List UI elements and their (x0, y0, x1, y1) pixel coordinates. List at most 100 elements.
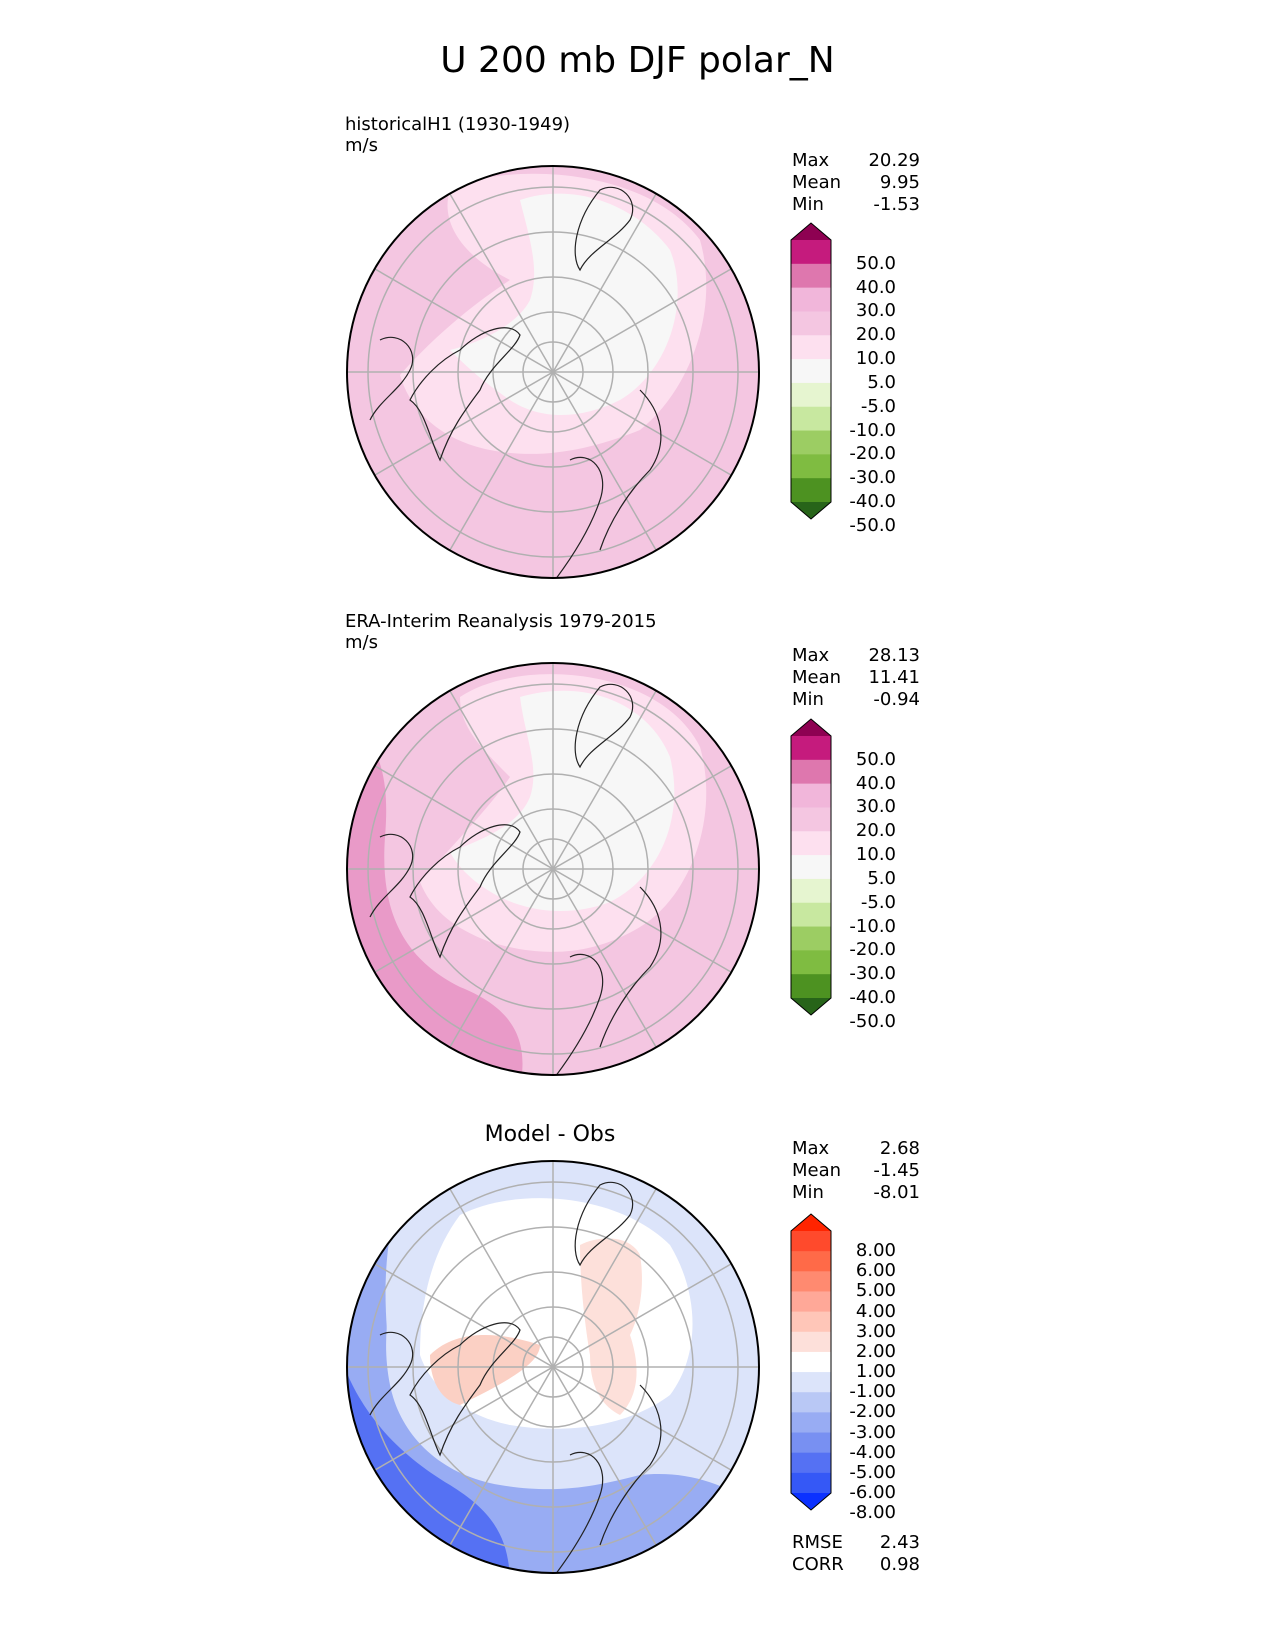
colorbar-box (791, 1351, 831, 1373)
colorbar-box (791, 759, 831, 785)
map-boundary (346, 1160, 760, 1574)
colorbar-box (791, 807, 831, 832)
colorbar-tick-label: 6.00 (855, 1260, 896, 1282)
colorbar-box (791, 1392, 831, 1413)
stat-label: Mean (792, 667, 842, 688)
panel-2-label: ERA-Interim Reanalysis 1979-2015 m/s (345, 611, 657, 653)
colorbar-box (791, 1331, 831, 1353)
colorbar-tick-label: 50.0 (855, 748, 896, 770)
colorbar-tick-label: -1.00 (849, 1381, 896, 1403)
colorbar-tick-label: 30.0 (855, 796, 896, 818)
colorbar-tick-label: -5.0 (860, 891, 896, 913)
colorbar-box (791, 974, 831, 999)
colorbar-tick-label: -10.0 (849, 915, 896, 937)
stat-label: Min (792, 194, 824, 215)
colorbar-box (791, 1472, 831, 1494)
graticule (347, 166, 759, 578)
panel-2-units: m/s (345, 632, 378, 653)
panel-2-title: ERA-Interim Reanalysis 1979-2015 (345, 611, 657, 632)
graticule (347, 1161, 759, 1573)
colorbar-outline (790, 718, 832, 1016)
stat-label: Max (792, 645, 830, 666)
panel-3-title: Model - Obs (484, 1122, 616, 1147)
colorbar-tick-label: -30.0 (849, 467, 896, 489)
colorbar-box (791, 478, 831, 503)
stat-value: 0.98 (879, 1554, 920, 1575)
colorbar-extend-max (791, 223, 831, 240)
panel-2-colorbar-labels: 50.0 40.0 30.0 20.0 10.0 5.0 -5.0 -10.0 -20.0 -30… (836, 718, 896, 1030)
colorbar-tick-label: -50.0 (849, 1010, 896, 1032)
colorbar-box (791, 454, 831, 479)
colorbar-box (791, 1412, 831, 1434)
panel-3-stats: Max 2.68 Mean -1.45 Min -8.01 (792, 1138, 920, 1204)
colorbar-box (791, 855, 831, 880)
contour-band-1-2-west (430, 1335, 540, 1405)
colorbar-tick-label: -5.00 (849, 1461, 896, 1483)
colorbar-box (791, 736, 831, 761)
panel-1-units: m/s (345, 135, 378, 156)
colorbar-box (791, 831, 831, 856)
colorbar-box (791, 311, 831, 336)
coastlines (369, 683, 662, 1075)
panel-2-stats: Max 28.13 Mean 11.41 Min -0.94 (792, 645, 920, 711)
colorbar-tick-label: -50.0 (849, 514, 896, 536)
panel-3-colorbar-labels: 8.00 6.00 5.00 4.00 3.00 2.00 1.00 -1.00 -2.00 -3… (836, 1213, 896, 1522)
stat-label: Max (792, 150, 830, 171)
stat-label: Min (792, 689, 824, 710)
stat-value: -1.45 (873, 1160, 920, 1181)
colorbar-tick-label: -40.0 (849, 491, 896, 512)
colorbar-tick-label: 30.0 (855, 300, 896, 322)
colorbar-extend-min (791, 998, 831, 1015)
stat-value: 2.43 (879, 1532, 920, 1553)
colorbar-tick-label: 20.0 (855, 324, 896, 346)
colorbar-box (791, 1432, 831, 1454)
colorbar-tick-label: -5.0 (860, 395, 896, 417)
colorbar-tick-label: -20.0 (849, 443, 896, 465)
colorbar-tick-label: -2.00 (849, 1401, 896, 1423)
stat-value: 20.29 (868, 150, 920, 171)
graticule (347, 663, 759, 1075)
colorbar-box (791, 430, 831, 455)
colorbar-tick-label: 40.0 (855, 276, 896, 298)
colorbar-box (791, 359, 831, 384)
colorbar-box (791, 406, 831, 432)
contour-band-neg4-neg3 (347, 1161, 759, 1573)
panel-3-colorbar (790, 1213, 832, 1511)
stat-label: Mean (792, 1160, 842, 1181)
stat-value: 9.95 (879, 172, 920, 193)
colorbar-box (791, 287, 831, 312)
colorbar-box (791, 902, 831, 928)
colorbar-box (791, 1271, 831, 1292)
stat-value: 11.41 (868, 667, 920, 688)
stat-label: RMSE (792, 1532, 843, 1553)
colorbar-tick-label: 2.00 (855, 1340, 896, 1362)
colorbar-tick-label: 3.00 (855, 1320, 896, 1342)
stat-value: -8.01 (873, 1182, 920, 1203)
panel-1-label: historicalH1 (1930-1949) m/s (345, 114, 570, 156)
colorbar-tick-label: 8.00 (855, 1240, 896, 1262)
colorbar-tick-label: 40.0 (855, 772, 896, 794)
panel-2-map (346, 662, 760, 1076)
colorbar-tick-label: -8.00 (849, 1502, 896, 1524)
stat-value: 2.68 (879, 1138, 920, 1159)
panel-1-title: historicalH1 (1930-1949) (345, 114, 571, 135)
colorbar-extend-max (791, 1214, 831, 1231)
colorbar-tick-label: -40.0 (849, 987, 896, 1008)
panel-3-error-stats: RMSE 2.43 CORR 0.98 (792, 1532, 920, 1576)
panel-1-colorbar-labels: 50.0 40.0 30.0 20.0 10.0 5.0 -5.0 -10.0 -20.0 -30… (836, 222, 896, 534)
map-boundary (346, 662, 760, 1076)
colorbar-tick-label: -30.0 (849, 963, 896, 985)
stat-label: Mean (792, 172, 842, 193)
colorbar-box (791, 1231, 831, 1252)
colorbar-tick-label: -4.00 (849, 1441, 896, 1463)
colorbar-outline (790, 222, 832, 520)
colorbar-tick-label: -10.0 (849, 419, 896, 441)
stat-value: -1.53 (873, 194, 920, 215)
colorbar-tick-label: 4.00 (855, 1300, 896, 1322)
stat-label: Min (792, 1182, 824, 1203)
colorbar-box (791, 1311, 831, 1333)
colorbar-outline (790, 1213, 832, 1511)
stat-label: Max (792, 1138, 830, 1159)
colorbar-tick-label: 50.0 (855, 252, 896, 274)
stat-value: -0.94 (873, 689, 920, 710)
